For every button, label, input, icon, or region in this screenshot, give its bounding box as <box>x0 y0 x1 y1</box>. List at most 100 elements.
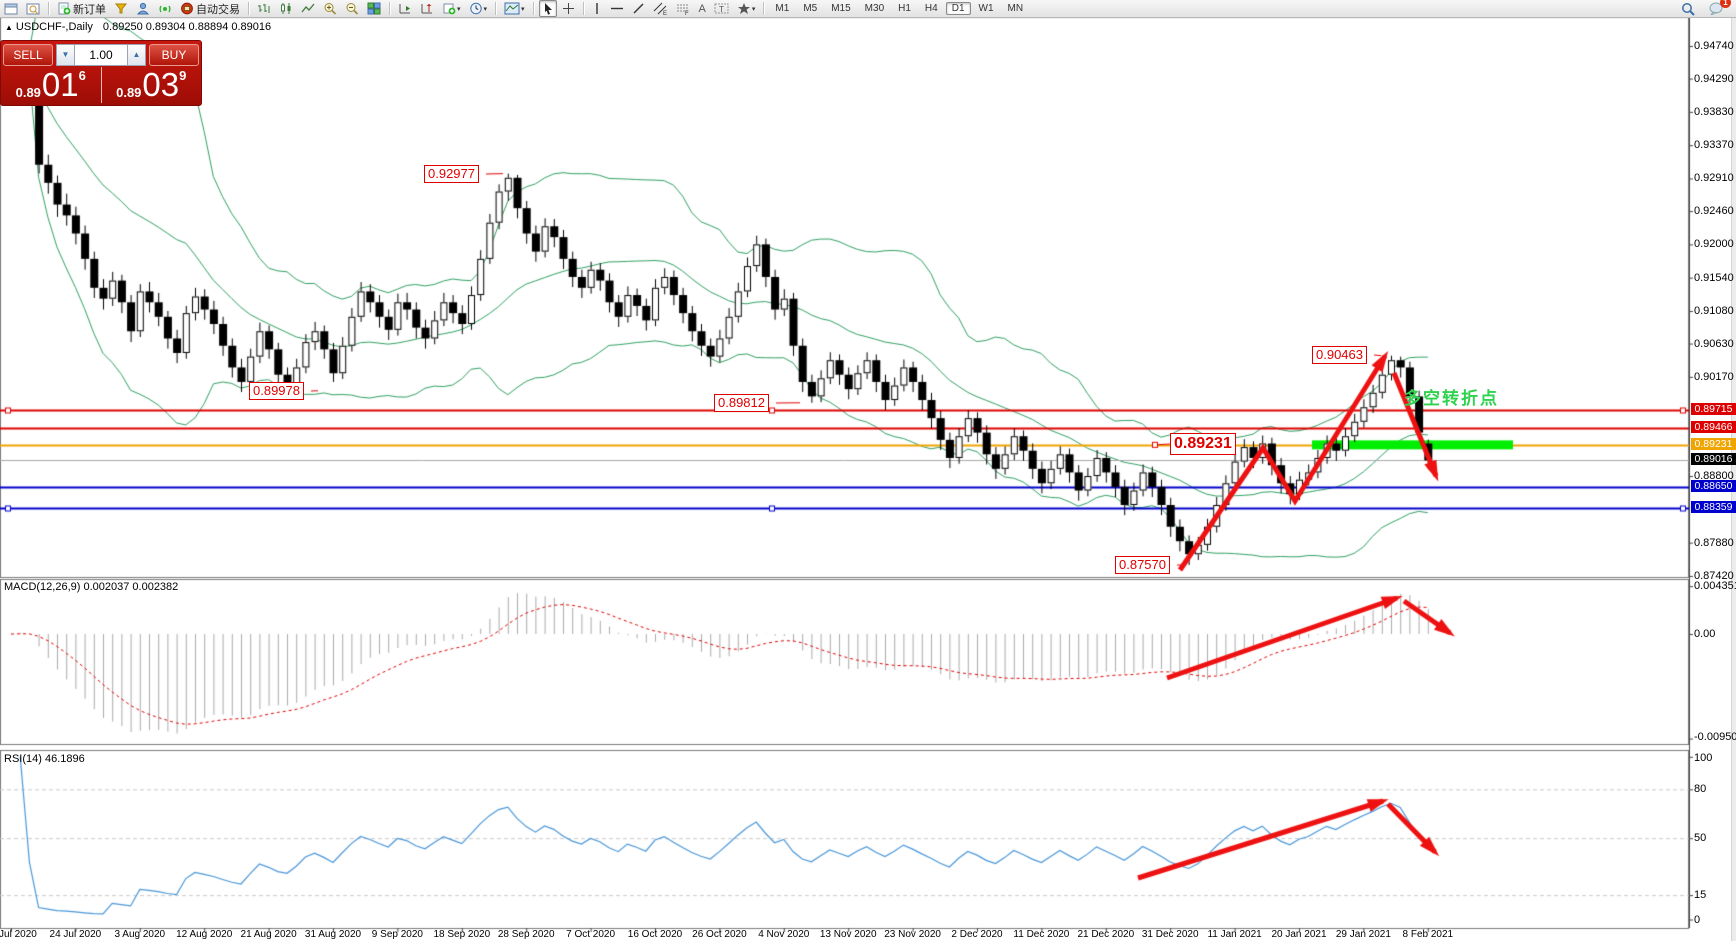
price-tick-label: 0.88800 <box>1694 470 1734 483</box>
chart-window-button[interactable] <box>1 0 21 17</box>
macd-tick-label: 0.004351 <box>1694 580 1736 593</box>
add-indicator-button[interactable]: ▾ <box>439 0 464 17</box>
tab-timeframe-m1[interactable]: M1 <box>775 2 790 14</box>
fibonacci-tool-button[interactable]: F <box>673 0 694 17</box>
date-label: 26 Oct 2020 <box>692 929 747 940</box>
toolbar-separator <box>48 2 49 15</box>
autotrade-label: 自动交易 <box>196 3 240 16</box>
sell-price-big-digits: 01 <box>41 66 79 103</box>
search-icon[interactable] <box>1678 0 1699 17</box>
volume-decrease-button[interactable]: ▼ <box>56 44 75 66</box>
date-label: 23 Nov 2020 <box>884 929 941 940</box>
price-tick-label: 0.87420 <box>1694 569 1734 582</box>
signals-button[interactable] <box>155 0 175 17</box>
tab-timeframe-m5[interactable]: M5 <box>803 2 818 14</box>
chart-title: ▲ USDCHF-,Daily 0.89250 0.89304 0.88894 0.… <box>5 21 271 33</box>
autotrade-button[interactable]: 自动交易 <box>177 0 243 17</box>
date-label: 28 Sep 2020 <box>497 929 555 940</box>
buy-price[interactable]: 0.89 03 9 <box>102 67 202 103</box>
price-tick-label: 0.94740 <box>1694 40 1734 52</box>
symbol-period-label: USDCHF-,Daily <box>15 21 93 33</box>
text-tool-button[interactable]: A <box>698 2 706 15</box>
chart-note-text: 多空转折点 <box>1404 389 1499 408</box>
tab-timeframe-m30[interactable]: M30 <box>864 2 885 14</box>
templates-button[interactable]: ▾ <box>501 0 528 17</box>
market-watch-button[interactable] <box>23 0 43 17</box>
price-tick-label: 0.91080 <box>1694 304 1734 317</box>
tab-timeframe-w1[interactable]: W1 <box>978 2 994 14</box>
new-order-button[interactable]: 新订单 <box>54 0 109 17</box>
macd-label: MACD(12,26,9) 0.002037 0.002382 <box>4 581 179 593</box>
svg-text:F: F <box>685 11 689 15</box>
ohlc-values: 0.89250 0.89304 0.88894 0.89016 <box>102 21 272 33</box>
cursor-tool-button[interactable] <box>538 0 557 17</box>
crosshair-tool-button[interactable] <box>559 0 578 17</box>
buy-price-prefix: 0.89 <box>116 85 142 100</box>
price-tick-label: 0.87880 <box>1694 536 1734 549</box>
periods-button[interactable]: ▾ <box>466 0 491 17</box>
sell-button[interactable]: SELL <box>3 44 53 66</box>
price-tick-label: 0.90630 <box>1694 337 1734 350</box>
experts-button[interactable] <box>133 0 153 17</box>
toolbar-separator <box>248 2 249 15</box>
price-callout: 0.89978 <box>249 382 304 400</box>
sell-price[interactable]: 0.89 01 6 <box>1 67 102 103</box>
price-tick-label: 0.90170 <box>1694 370 1734 383</box>
chevron-down-icon: ▾ <box>521 5 525 13</box>
macd-tick-label: -0.009504 <box>1694 731 1736 743</box>
tab-timeframe-m15[interactable]: M15 <box>831 2 851 14</box>
equidistant-channel-tool-button[interactable]: E <box>650 0 671 17</box>
candlestick-chart-button[interactable] <box>276 0 296 17</box>
date-label: 4 Nov 2020 <box>758 929 810 940</box>
tab-timeframe-h4[interactable]: H4 <box>924 2 938 14</box>
date-label: 16 Oct 2020 <box>627 929 683 940</box>
vertical-line-tool-button[interactable] <box>589 0 605 17</box>
chevron-down-icon: ▾ <box>751 5 756 13</box>
date-label: 29 Jan 2021 <box>1335 929 1391 940</box>
price-level-label: 0.89715 <box>1691 402 1736 415</box>
zoom-in-button[interactable] <box>320 0 340 17</box>
toolbar-separator <box>495 2 497 15</box>
rsi-tick-label: 0 <box>1694 913 1701 926</box>
tab-timeframe-mn[interactable]: MN <box>1007 2 1024 14</box>
price-tick-label: 0.91540 <box>1694 271 1734 284</box>
toolbar-separator <box>763 2 765 15</box>
line-chart-button[interactable] <box>298 0 318 17</box>
horizontal-line-tool-button[interactable] <box>607 0 627 17</box>
tile-windows-button[interactable] <box>364 0 384 17</box>
indicators-list-button[interactable] <box>111 0 131 17</box>
price-tick-label: 0.93830 <box>1694 105 1734 118</box>
rsi-tick-label: 15 <box>1694 889 1707 902</box>
buy-price-big-digits: 03 <box>142 66 180 103</box>
volume-increase-button[interactable]: ▲ <box>127 44 146 66</box>
date-label: 9 Sep 2020 <box>371 929 423 940</box>
trendline-tool-button[interactable] <box>629 0 648 17</box>
rsi-label: RSI(14) 46.1896 <box>4 753 85 765</box>
toolbar-separator <box>582 2 584 15</box>
arrows-tool-button[interactable]: ▾ <box>734 0 759 17</box>
chart-shift-button[interactable] <box>417 0 437 17</box>
toolbar-separator <box>532 2 534 15</box>
price-callout: 0.87570 <box>1115 556 1170 574</box>
tab-timeframe-h1[interactable]: H1 <box>898 2 911 14</box>
volume-input[interactable]: 1.00 <box>75 44 127 66</box>
tab-timeframe-d1[interactable]: D1 <box>945 1 971 15</box>
price-level-label: 0.88359 <box>1691 500 1736 513</box>
text-label-tool-button[interactable]: T <box>711 0 732 17</box>
buy-button[interactable]: BUY <box>149 44 199 66</box>
bar-chart-button[interactable] <box>254 0 274 17</box>
zoom-out-button[interactable] <box>342 0 362 17</box>
date-label: 15 Jul 2020 <box>0 929 37 940</box>
sell-price-pip: 6 <box>78 68 86 83</box>
new-order-label: 新订单 <box>73 3 106 16</box>
date-label: 13 Nov 2020 <box>819 929 877 940</box>
notifications-button[interactable]: 1 <box>1706 0 1731 17</box>
rsi-tick-label: 50 <box>1694 832 1707 845</box>
buy-price-pip: 9 <box>179 68 187 83</box>
date-label: 12 Aug 2020 <box>176 929 233 940</box>
date-label: 7 Oct 2020 <box>566 929 616 940</box>
price-callout: 0.89812 <box>714 394 769 412</box>
auto-scroll-button[interactable] <box>395 0 415 17</box>
rsi-tick-label: 100 <box>1694 752 1713 764</box>
